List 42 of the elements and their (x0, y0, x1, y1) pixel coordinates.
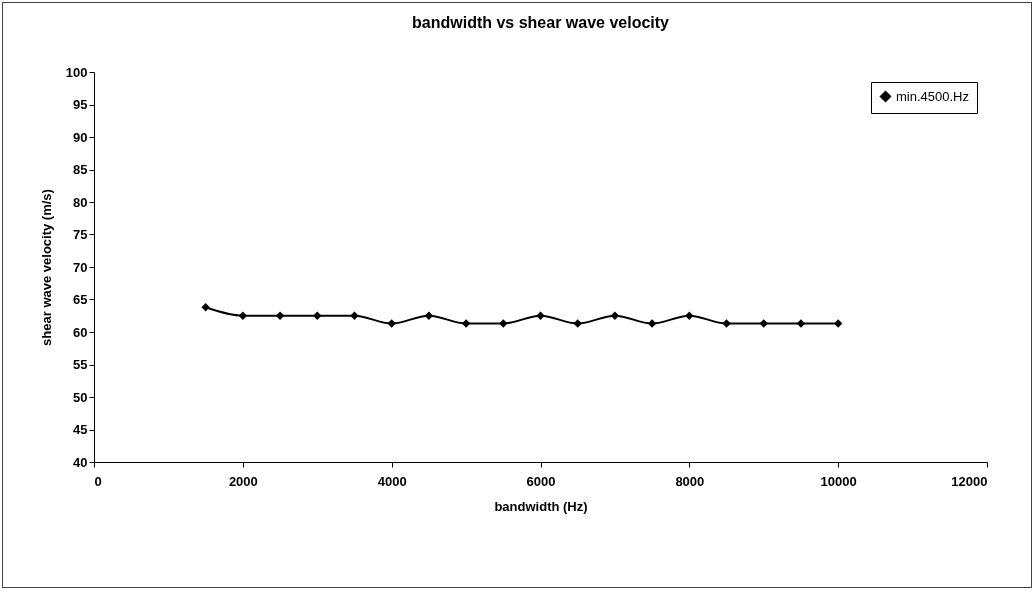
point (536, 311, 545, 320)
y-tick-label: 45 (73, 422, 88, 437)
point (387, 319, 396, 328)
x-tick-label: 0 (94, 473, 102, 489)
y-tick-label: 70 (73, 259, 88, 275)
point (275, 311, 285, 320)
chart-title: bandwidth vs shear wave velocity (412, 14, 670, 31)
point (461, 319, 471, 328)
y-tick-label: 75 (73, 227, 88, 242)
point (685, 311, 694, 320)
point (499, 319, 508, 328)
point (350, 311, 359, 320)
y-tick-label: 100 (65, 64, 88, 80)
x-tick-label: 12000 (951, 473, 988, 489)
point (647, 319, 657, 328)
point (424, 311, 434, 320)
point (238, 311, 248, 320)
y-tick-label: 90 (73, 129, 88, 145)
y-tick-label: 80 (73, 194, 88, 210)
y-tick-label: 60 (73, 324, 88, 340)
x-tick-label: 4000 (377, 473, 407, 489)
point (759, 319, 768, 328)
point (722, 319, 731, 328)
x-axis-title: bandwidth (Hz) (494, 498, 588, 514)
y-tick-label: 55 (73, 357, 88, 372)
point (833, 319, 843, 328)
x-tick-label: 2000 (228, 473, 258, 489)
point (201, 303, 210, 312)
y-tick-label: 50 (73, 389, 88, 405)
point (610, 311, 620, 320)
legend-label: min.4500.Hz (896, 88, 969, 104)
x-tick-label: 6000 (526, 473, 556, 489)
x-tick-label: 8000 (675, 473, 705, 489)
point (313, 311, 322, 320)
y-tick-label: 40 (73, 454, 88, 470)
point (573, 319, 582, 328)
y-axis-title: shear wave velocity (m/s) (38, 189, 54, 346)
y-tick-label: 95 (73, 97, 88, 112)
y-tick-label: 65 (73, 292, 88, 307)
y-tick-label: 85 (73, 162, 88, 177)
x-tick-label: 10000 (820, 473, 857, 489)
point (796, 319, 806, 328)
